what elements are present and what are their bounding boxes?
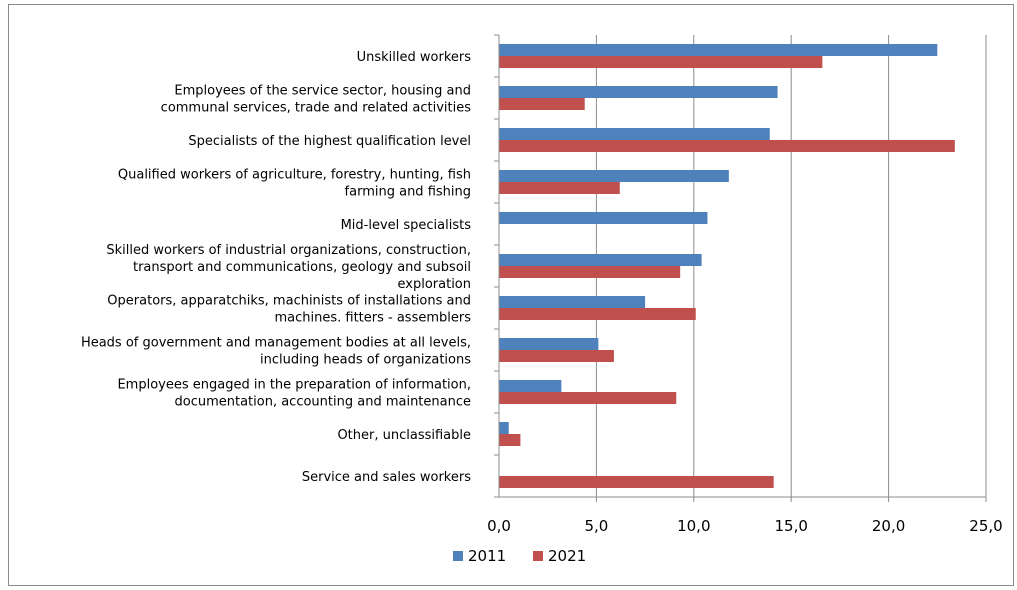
- category-label: Operators, apparatchiks, machinists of i…: [107, 294, 471, 326]
- category-label: Other, unclassifiable: [337, 428, 471, 443]
- bar-2011: [499, 128, 770, 140]
- bar-2011: [499, 338, 599, 350]
- category-label: Heads of government and management bodie…: [81, 336, 471, 368]
- x-tick-labels: 0,0 5,0 10,0 15,0 20,0 25,0: [487, 517, 1003, 535]
- bar-chart: Unskilled workers Employees of the servic…: [81, 34, 1003, 565]
- bar-2021: [499, 434, 521, 446]
- legend-swatch-2011: [453, 551, 463, 561]
- legend-label: 2021: [548, 547, 586, 565]
- chart-frame: Unskilled workers Employees of the servic…: [8, 4, 1014, 586]
- bar-2021: [499, 56, 823, 68]
- bars: [499, 44, 955, 488]
- bar-2021: [499, 140, 955, 152]
- bar-2011: [499, 86, 778, 98]
- legend: 2011 2021: [453, 547, 586, 565]
- bar-2021: [499, 350, 614, 362]
- legend-swatch-2021: [533, 551, 543, 561]
- bar-2011: [499, 44, 938, 56]
- bar-2021: [499, 476, 774, 488]
- bar-2011: [499, 380, 562, 392]
- bar-2021: [499, 182, 620, 194]
- category-label: Skilled workers of industrial organizati…: [106, 243, 471, 292]
- bar-2021: [499, 266, 681, 278]
- category-label: Unskilled workers: [357, 50, 472, 65]
- x-tick-label: 10,0: [677, 517, 710, 535]
- category-labels: Unskilled workers Employees of the servic…: [81, 50, 471, 485]
- category-label: Employees of the service sector, housing…: [161, 84, 472, 116]
- x-tick-label: 25,0: [969, 517, 1002, 535]
- x-tick-label: 0,0: [487, 517, 511, 535]
- category-label: Employees engaged in the preparation of …: [117, 378, 471, 410]
- x-tick-label: 5,0: [584, 517, 608, 535]
- x-tick-label: 20,0: [872, 517, 905, 535]
- axes: [494, 34, 986, 498]
- bar-2011: [499, 296, 646, 308]
- bar-2011: [499, 254, 702, 266]
- gridlines: [595, 35, 987, 502]
- legend-label: 2011: [468, 547, 506, 565]
- bar-2021: [499, 308, 696, 320]
- x-tick-label: 15,0: [774, 517, 807, 535]
- category-label: Qualified workers of agriculture, forest…: [118, 168, 471, 200]
- bar-2011: [499, 170, 729, 182]
- bar-2011: [499, 422, 509, 434]
- bar-2021: [499, 98, 585, 110]
- category-label: Mid-level specialists: [341, 218, 472, 233]
- category-label: Specialists of the highest qualification…: [188, 134, 471, 149]
- bar-2011: [499, 212, 708, 224]
- bar-2021: [499, 392, 677, 404]
- category-label: Service and sales workers: [302, 470, 471, 485]
